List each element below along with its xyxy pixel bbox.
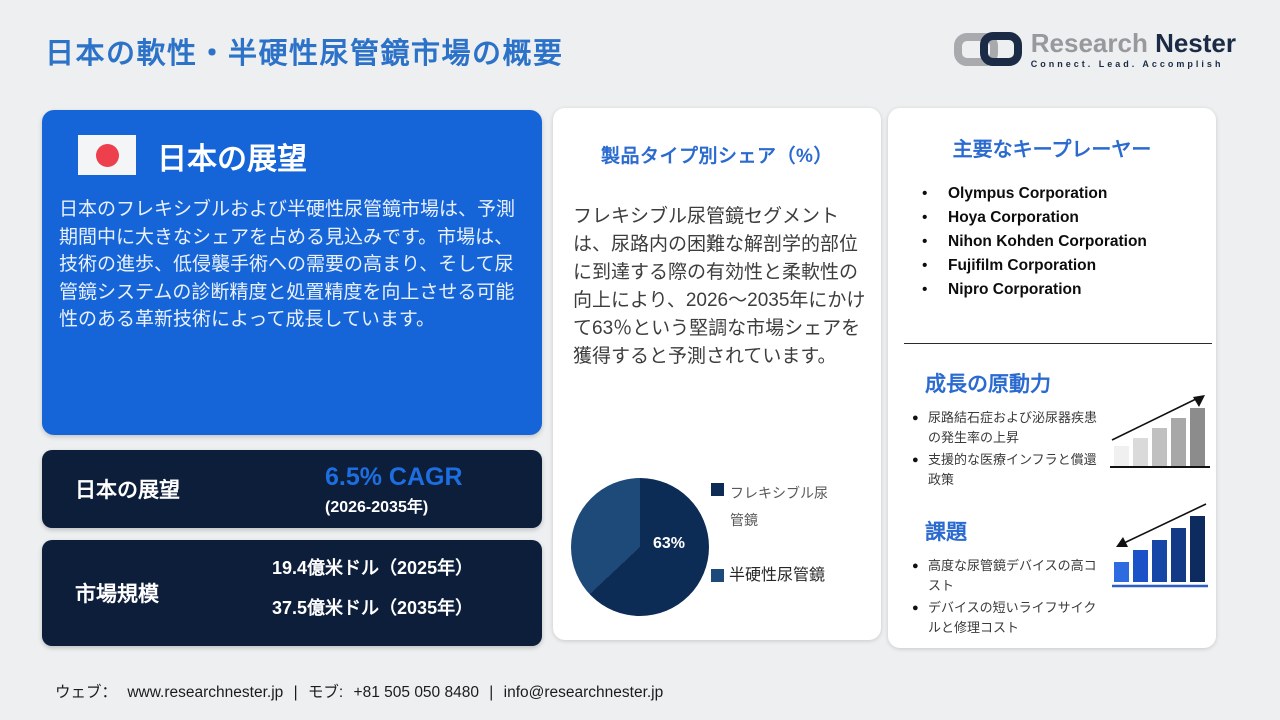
market-size-card: 市場規模 19.4億米ドル（2025年） 37.5億米ドル（2035年） bbox=[42, 540, 542, 646]
product-share-body: フレキシブル尿管鏡セグメントは、尿路内の困難な解剖学的部位に到達する際の有効性と… bbox=[573, 206, 866, 367]
cagr-value-block: 6.5% CAGR (2026-2035年) bbox=[325, 463, 463, 517]
legend-swatch-flexible bbox=[711, 483, 724, 496]
footer-phone: +81 505 050 8480 bbox=[353, 684, 479, 701]
bullet-icon: ● bbox=[912, 602, 919, 614]
bullet-icon: • bbox=[922, 233, 928, 250]
bullet-icon: • bbox=[922, 257, 928, 274]
logo-brand-light: Research bbox=[1030, 27, 1148, 58]
japan-flag-icon bbox=[78, 135, 136, 175]
legend-label: フレキシブル尿管鏡 bbox=[730, 485, 828, 528]
footer-separator: | bbox=[489, 684, 494, 701]
rising-bar-chart-icon bbox=[1110, 388, 1210, 472]
challenges-title: 課題 bbox=[925, 521, 967, 544]
bullet-icon: ● bbox=[912, 454, 919, 466]
market-size-values: 19.4億米ドル（2025年） 37.5億米ドル（2035年） bbox=[272, 557, 473, 619]
key-players-card: 主要なキープレーヤー • Olympus Corporation • Hoya Co… bbox=[888, 108, 1216, 648]
bullet-icon: • bbox=[922, 281, 928, 298]
player-name: Olympus Corporation bbox=[948, 185, 1108, 202]
footer-email-link[interactable]: info@researchnester.jp bbox=[503, 684, 664, 701]
logo-text: Research Nester Connect. Lead. Accomplis… bbox=[1031, 30, 1236, 69]
research-nester-logo: Research Nester Connect. Lead. Accomplis… bbox=[953, 26, 1236, 72]
list-item: • Hoya Corporation bbox=[916, 206, 1147, 230]
list-item: ● 尿路結石症および泌尿器疾患の発生率の上昇 bbox=[912, 408, 1108, 447]
player-name: Hoya Corporation bbox=[948, 209, 1079, 226]
cagr-value: 6.5% CAGR bbox=[325, 463, 463, 491]
list-item: ● 支援的な医療インフラと償還政策 bbox=[912, 450, 1108, 489]
list-item: • Nihon Kohden Corporation bbox=[916, 230, 1147, 254]
pie-legend: フレキシブル尿管鏡 半硬性尿管鏡 bbox=[711, 480, 834, 585]
footer-mobile-label: モブ: bbox=[307, 684, 344, 701]
japan-outlook-card: 日本の展望 日本のフレキシブルおよび半硬性尿管鏡市場は、予測期間中に大きなシェア… bbox=[42, 110, 542, 435]
cagr-card: 日本の展望 6.5% CAGR (2026-2035年) bbox=[42, 450, 542, 528]
outlook-heading: 日本の展望 bbox=[157, 143, 307, 176]
footer-contact-bar: ウェブ： www.researchnester.jp | モブ: +81 505… bbox=[55, 680, 669, 702]
logo-brand: Research Nester bbox=[1031, 30, 1236, 56]
challenge-text: 高度な尿管鏡デバイスの高コスト bbox=[928, 558, 1097, 593]
flag-sun-circle bbox=[95, 143, 119, 167]
driver-text: 支援的な医療インフラと償還政策 bbox=[928, 452, 1097, 487]
key-players-list: • Olympus Corporation • Hoya Corporation •… bbox=[916, 182, 1147, 302]
pie-slice-data-label: 63% bbox=[653, 535, 686, 552]
logo-brand-bold: Nester bbox=[1155, 27, 1236, 58]
legend-item: 半硬性尿管鏡 bbox=[711, 566, 834, 585]
product-share-pie-chart bbox=[571, 478, 709, 616]
market-size-2025: 19.4億米ドル（2025年） bbox=[272, 558, 474, 578]
bullet-icon: • bbox=[922, 209, 928, 226]
market-size-2035: 37.5億米ドル（2035年） bbox=[272, 598, 474, 618]
bullet-icon: ● bbox=[912, 412, 919, 424]
cagr-period: (2026-2035年) bbox=[325, 499, 429, 516]
outlook-body-text: 日本のフレキシブルおよび半硬性尿管鏡市場は、予測期間中に大きなシェアを占める見込… bbox=[59, 199, 516, 330]
key-players-title: 主要なキープレーヤー bbox=[952, 139, 1152, 161]
player-name: Nipro Corporation bbox=[948, 281, 1082, 298]
declining-trend-bar-chart-icon bbox=[1110, 496, 1210, 592]
footer-website-link[interactable]: www.researchnester.jp bbox=[127, 684, 284, 701]
list-item: • Fujifilm Corporation bbox=[916, 254, 1147, 278]
legend-item: フレキシブル尿管鏡 bbox=[711, 480, 834, 534]
product-share-title: 製品タイプ別シェア（%） bbox=[601, 146, 833, 167]
cagr-card-label: 日本の展望 bbox=[75, 479, 180, 502]
section-divider bbox=[904, 343, 1212, 344]
page-title: 日本の軟性・半硬性尿管鏡市場の概要 bbox=[45, 38, 564, 70]
growth-drivers-list: ● 尿路結石症および泌尿器疾患の発生率の上昇 ● 支援的な医療インフラと償還政策 bbox=[912, 408, 1108, 489]
player-name: Nihon Kohden Corporation bbox=[948, 233, 1147, 250]
list-item: ● デバイスの短いライフサイクルと修理コスト bbox=[912, 598, 1108, 637]
legend-swatch-semirigid bbox=[711, 569, 724, 582]
market-size-label: 市場規模 bbox=[75, 583, 159, 606]
footer-web-label: ウェブ： bbox=[55, 684, 118, 701]
bullet-icon: • bbox=[922, 185, 928, 202]
legend-label: 半硬性尿管鏡 bbox=[729, 567, 826, 584]
logo-tagline: Connect. Lead. Accomplish bbox=[1030, 58, 1224, 69]
driver-text: 尿路結石症および泌尿器疾患の発生率の上昇 bbox=[928, 410, 1098, 445]
challenge-text: デバイスの短いライフサイクルと修理コスト bbox=[928, 600, 1097, 635]
challenges-list: ● 高度な尿管鏡デバイスの高コスト ● デバイスの短いライフサイクルと修理コスト bbox=[912, 556, 1108, 637]
list-item: ● 高度な尿管鏡デバイスの高コスト bbox=[912, 556, 1108, 595]
list-item: • Nipro Corporation bbox=[916, 278, 1147, 302]
footer-separator: | bbox=[293, 684, 298, 701]
growth-drivers-title: 成長の原動力 bbox=[925, 373, 1051, 396]
player-name: Fujifilm Corporation bbox=[948, 257, 1097, 274]
list-item: • Olympus Corporation bbox=[916, 182, 1147, 206]
product-share-card: 製品タイプ別シェア（%） フレキシブル尿管鏡セグメントは、尿路内の困難な解剖学的… bbox=[553, 108, 881, 640]
bullet-icon: ● bbox=[912, 560, 919, 572]
chain-links-logo-icon bbox=[953, 32, 1022, 66]
